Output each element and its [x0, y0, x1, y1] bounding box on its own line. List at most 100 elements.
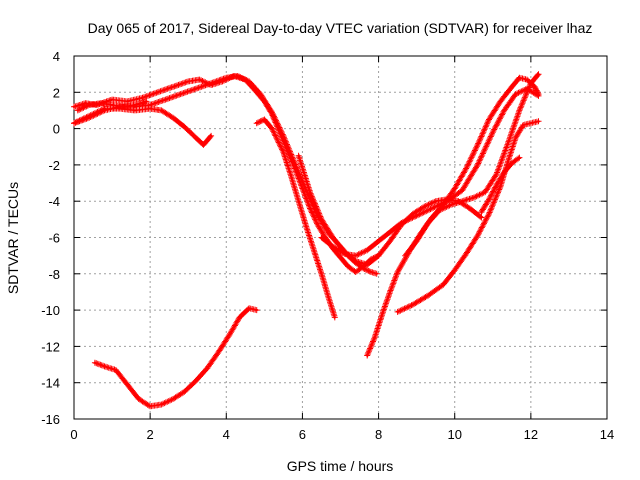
data-point: [171, 116, 175, 119]
data-point: [514, 136, 517, 139]
data-point: [282, 134, 285, 138]
data-point: [518, 109, 521, 112]
data-point: [522, 123, 525, 127]
x-tick-label: 0: [70, 427, 77, 442]
data-point: [126, 100, 129, 103]
data-point: [282, 150, 285, 154]
x-tick-label: 14: [600, 427, 614, 442]
y-tick-label: -14: [41, 376, 60, 391]
data-point: [438, 209, 441, 212]
data-point: [141, 96, 144, 99]
data-point: [487, 212, 491, 216]
series-arc-7: [318, 85, 542, 259]
series-arc-12: [91, 305, 260, 410]
data-point: [289, 174, 293, 177]
data-point: [333, 316, 336, 319]
data-point: [476, 234, 479, 237]
data-point: [331, 236, 335, 239]
data-point: [381, 312, 384, 315]
data-point: [198, 78, 201, 81]
data-point: [365, 354, 369, 357]
data-point: [396, 310, 399, 314]
data-point: [514, 92, 517, 96]
tick-layer: 0 2 4 6 8 10 12 14 4 2 0 -2 -4 -6 -8 -10 -12 -14 -16: [41, 49, 614, 442]
data-point: [415, 214, 418, 217]
data-point: [495, 183, 498, 187]
data-point: [217, 350, 220, 354]
data-point: [487, 198, 491, 201]
data-point: [510, 85, 514, 89]
data-point: [320, 218, 323, 221]
data-point: [179, 92, 182, 96]
data-point: [503, 170, 506, 174]
data-point: [476, 163, 479, 167]
data-point: [362, 267, 365, 270]
data-point: [506, 141, 510, 145]
data-point: [238, 316, 241, 319]
data-point: [411, 303, 415, 306]
data-point: [247, 307, 251, 310]
data-point: [293, 161, 297, 165]
data-point: [476, 143, 479, 147]
series-arc-11: [478, 154, 523, 216]
data-point: [430, 207, 434, 210]
data-point: [487, 118, 491, 121]
data-point: [148, 107, 152, 110]
data-point: [472, 196, 475, 199]
data-point: [331, 245, 335, 248]
data-point: [103, 107, 106, 110]
grid-layer: [74, 56, 607, 419]
data-point: [202, 143, 205, 147]
data-point: [468, 207, 472, 210]
data-point: [480, 216, 483, 219]
y-tick-label: -10: [41, 303, 60, 318]
data-point: [148, 103, 152, 107]
x-tick-label: 10: [447, 427, 461, 442]
data-point: [346, 265, 350, 268]
data-point: [76, 109, 80, 112]
data-point: [228, 332, 232, 335]
data-point: [388, 230, 392, 234]
data-point: [449, 203, 453, 207]
data-point: [183, 125, 186, 128]
series-layer: [71, 71, 542, 410]
data-point: [194, 379, 198, 383]
data-point: [491, 131, 494, 134]
data-point: [194, 136, 198, 139]
data-point: [145, 100, 148, 103]
data-point: [453, 187, 456, 190]
data-point: [160, 403, 163, 406]
data-point: [377, 254, 380, 257]
data-point: [495, 172, 498, 176]
data-point: [171, 85, 175, 89]
data-point: [110, 103, 114, 107]
data-point: [339, 256, 342, 259]
data-point: [320, 272, 323, 275]
data-point: [461, 200, 464, 203]
y-tick-label: 2: [53, 85, 60, 100]
data-point: [316, 223, 319, 226]
data-point: [365, 263, 369, 266]
data-point: [297, 154, 300, 158]
data-point: [183, 390, 186, 393]
data-point: [537, 72, 540, 76]
series-arc-5: [253, 116, 338, 321]
data-point: [354, 254, 357, 257]
data-point: [187, 80, 190, 83]
y-tick-label: 0: [53, 122, 60, 137]
data-point: [194, 87, 198, 90]
data-point: [375, 272, 378, 275]
chart-title: Day 065 of 2017, Sidereal Day-to-day VTE…: [88, 20, 593, 36]
data-point: [365, 249, 369, 252]
y-tick-label: -6: [48, 231, 60, 246]
data-point: [499, 185, 502, 188]
data-point: [404, 254, 407, 257]
data-point: [369, 270, 373, 274]
x-axis-title: GPS time / hours: [287, 458, 394, 474]
data-point: [312, 249, 316, 252]
data-point: [308, 190, 312, 194]
data-point: [133, 103, 137, 107]
y-tick-label: -2: [48, 158, 60, 173]
